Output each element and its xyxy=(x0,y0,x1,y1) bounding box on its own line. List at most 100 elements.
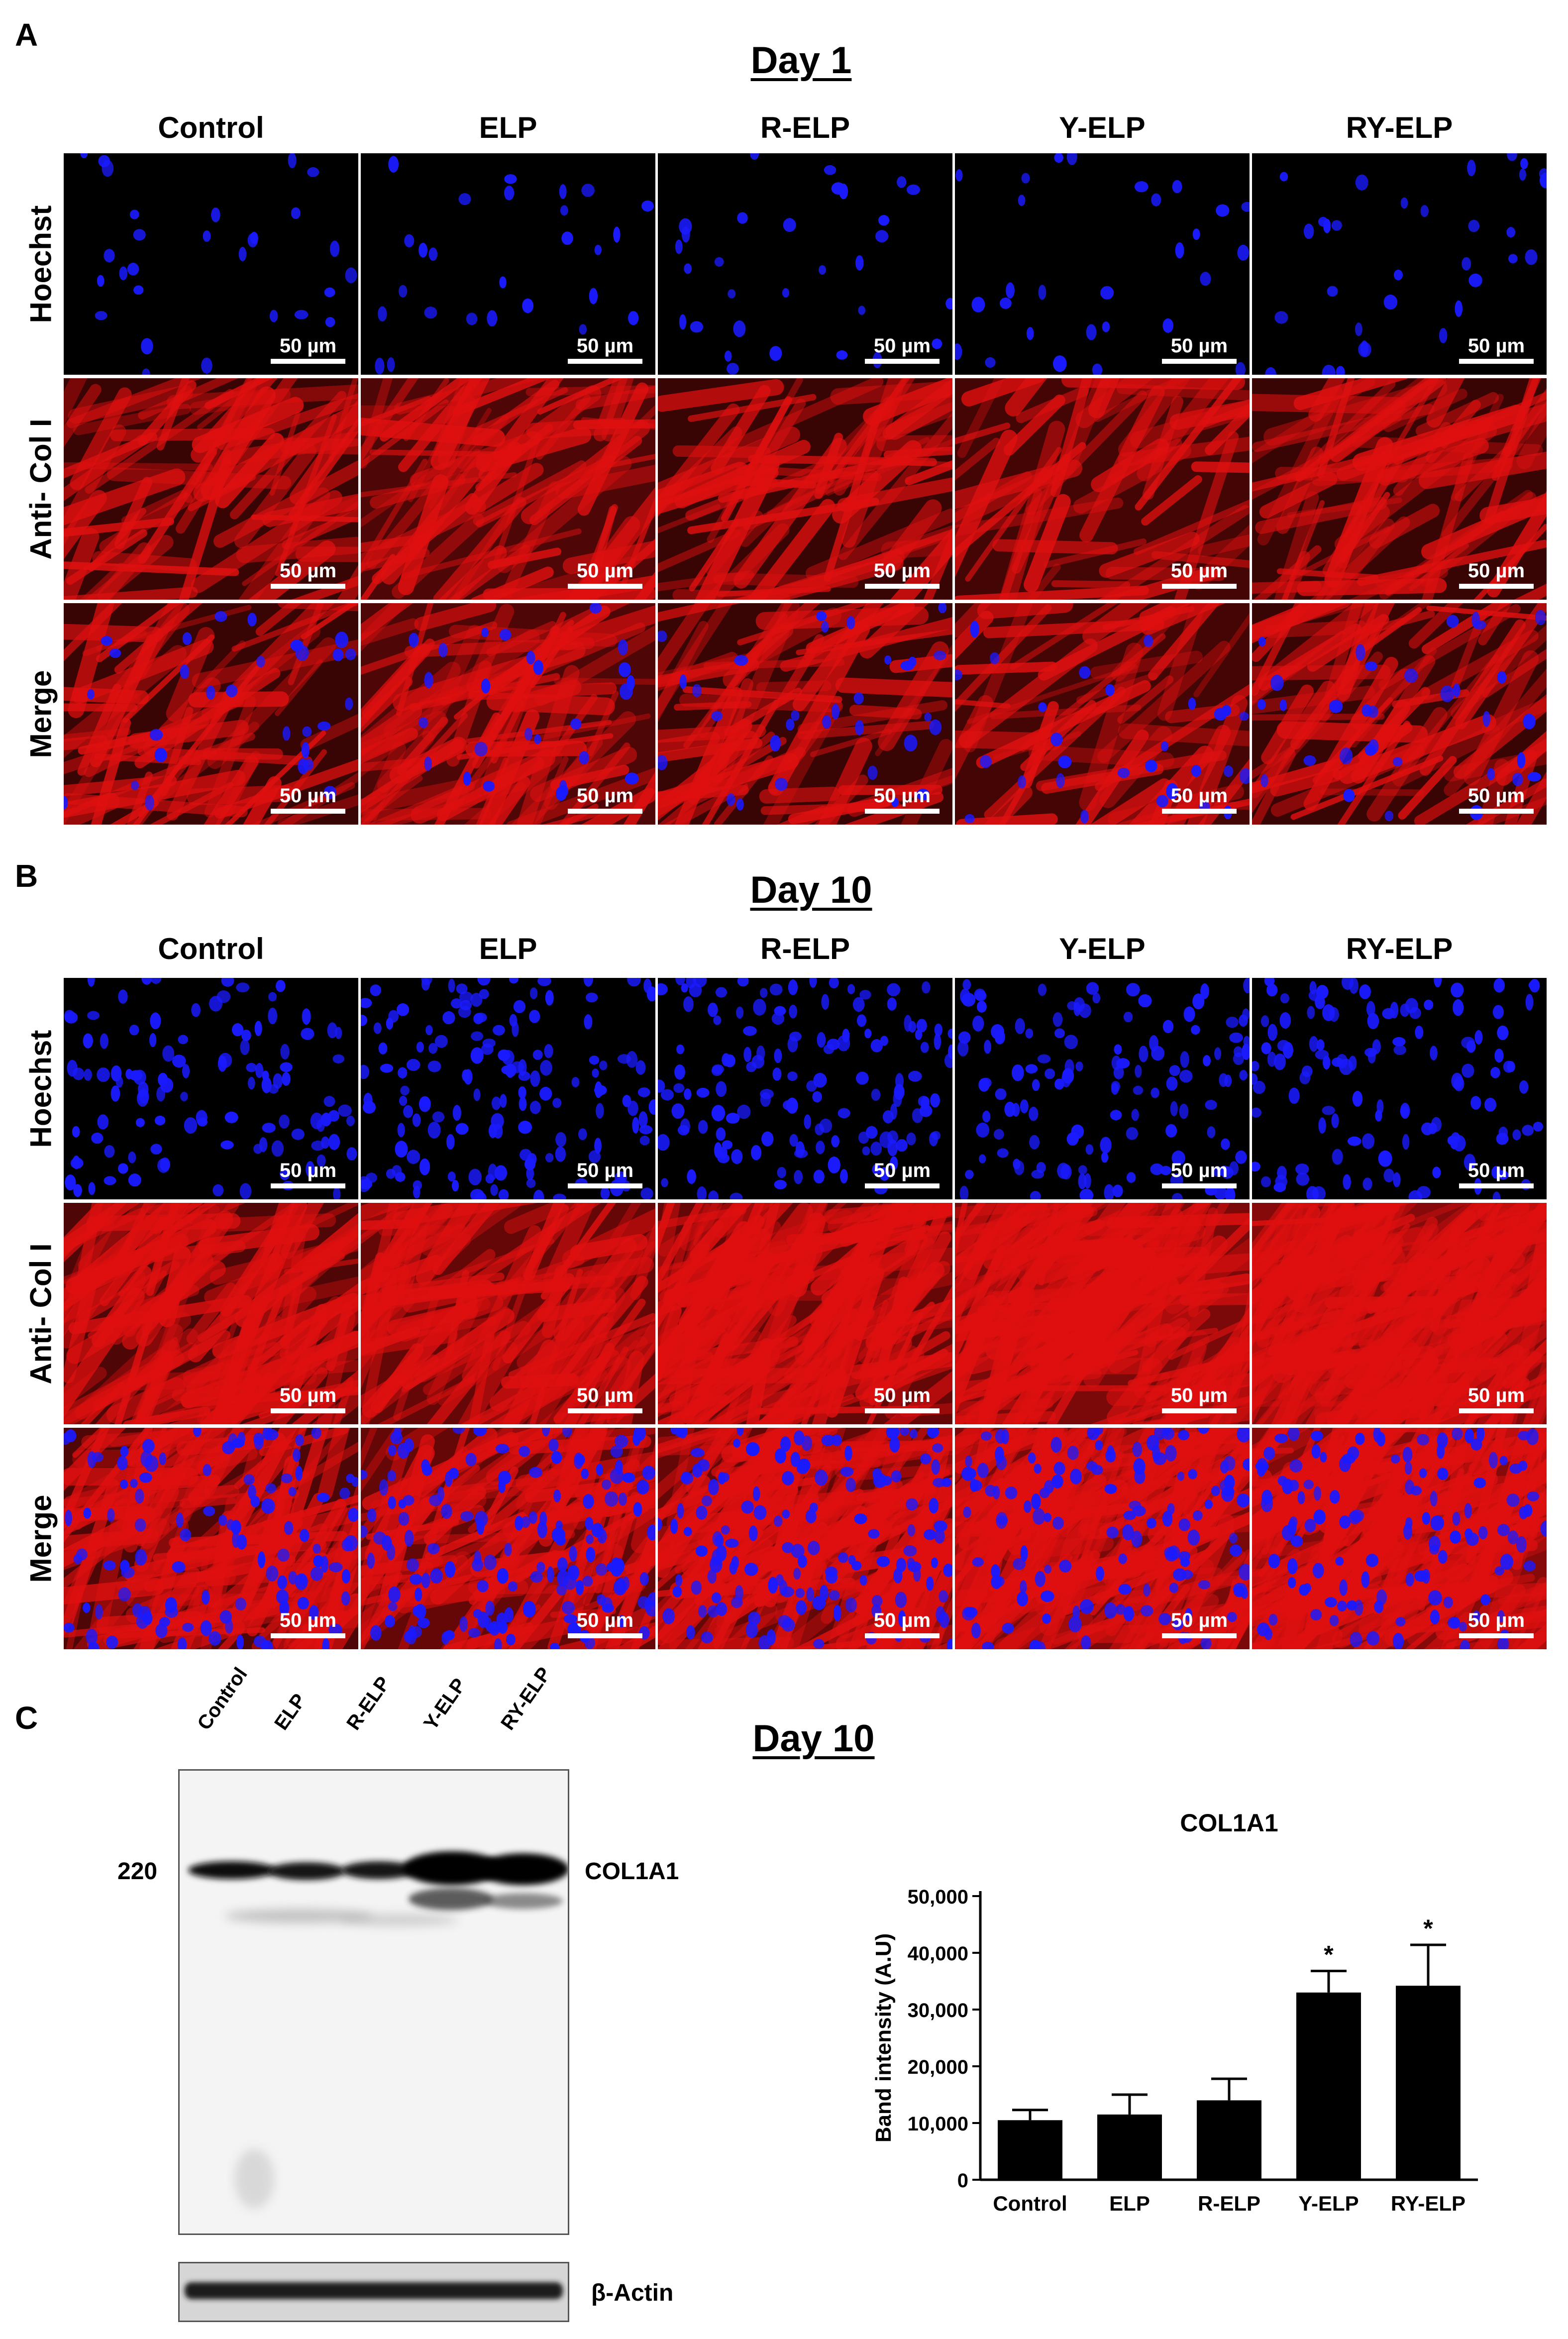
scale-bar: 50 µm xyxy=(1162,1385,1237,1413)
x-tick-label-control: Control xyxy=(993,2192,1067,2215)
scale-bar: 50 µm xyxy=(1459,561,1534,589)
micrograph-anti-col-i-control: 50 µm xyxy=(64,1203,358,1424)
micrograph-merge-elp: 50 µm xyxy=(361,603,655,825)
blot-band-ry-elp xyxy=(477,1853,568,1885)
scale-bar-label: 50 µm xyxy=(271,1161,345,1180)
scale-bar-label: 50 µm xyxy=(568,1610,642,1630)
micrograph-anti-col-i-control: 50 µm xyxy=(64,378,358,600)
column-header-r-elp: R-ELP xyxy=(760,110,850,145)
bar-elp xyxy=(1097,2115,1162,2180)
scale-bar: 50 µm xyxy=(1459,1161,1534,1188)
row-label-merge: Merge xyxy=(24,1494,58,1583)
y-tick-label: 30,000 xyxy=(908,2000,968,2021)
scale-bar-line xyxy=(271,584,345,589)
y-tick-label: 40,000 xyxy=(908,1943,968,1965)
micrograph-merge-ry-elp: 50 µm xyxy=(1252,603,1547,825)
scale-bar-line xyxy=(1162,1408,1237,1413)
scale-bar-line xyxy=(1459,1633,1534,1638)
row-label-hoechst: Hoechst xyxy=(24,1030,58,1148)
scale-bar-line xyxy=(1162,1633,1237,1638)
y-tick-label: 10,000 xyxy=(908,2113,968,2135)
panel-letter-c: C xyxy=(15,1702,38,1734)
micrograph-hoechst-r-elp: 50 µm xyxy=(658,978,952,1199)
scale-bar: 50 µm xyxy=(271,786,345,814)
scale-bar-line xyxy=(1459,1183,1534,1188)
column-header-ry-elp: RY-ELP xyxy=(1346,932,1453,966)
scale-bar-line xyxy=(568,1183,642,1188)
panel-a-title: Day 1 xyxy=(751,39,852,82)
column-header-r-elp: R-ELP xyxy=(760,932,850,966)
scale-bar-label: 50 µm xyxy=(568,336,642,356)
scale-bar: 50 µm xyxy=(271,1385,345,1413)
scale-bar: 50 µm xyxy=(865,1161,940,1188)
scale-bar-line xyxy=(271,359,345,364)
micrograph-hoechst-elp: 50 µm xyxy=(361,153,655,375)
scale-bar: 50 µm xyxy=(568,1385,642,1413)
significance-marker-ry-elp: * xyxy=(1423,1914,1433,1942)
scale-bar-label: 50 µm xyxy=(865,786,940,806)
scale-bar-line xyxy=(1459,1408,1534,1413)
micrograph-anti-col-i-elp: 50 µm xyxy=(361,378,655,600)
blot-smear xyxy=(234,2149,274,2209)
scale-bar-line xyxy=(1459,359,1534,364)
blot-lane-label-elp: ELP xyxy=(270,1690,311,1734)
scale-bar: 50 µm xyxy=(865,786,940,814)
scale-bar: 50 µm xyxy=(568,336,642,364)
x-tick-label-y-elp: Y-ELP xyxy=(1298,2192,1359,2215)
scale-bar: 50 µm xyxy=(1162,1610,1237,1638)
scale-bar-label: 50 µm xyxy=(1162,1385,1237,1405)
panel-letter-b: B xyxy=(15,860,38,892)
significance-marker-y-elp: * xyxy=(1324,1940,1334,1968)
column-header-y-elp: Y-ELP xyxy=(1059,110,1145,145)
scale-bar: 50 µm xyxy=(1459,336,1534,364)
micrograph-anti-col-i-r-elp: 50 µm xyxy=(658,1203,952,1424)
scale-bar-label: 50 µm xyxy=(271,1385,345,1405)
scale-bar-line xyxy=(568,359,642,364)
micrograph-merge-ry-elp: 50 µm xyxy=(1252,1428,1547,1649)
column-header-elp: ELP xyxy=(479,932,537,966)
scale-bar-line xyxy=(271,1408,345,1413)
scale-bar-label: 50 µm xyxy=(568,1385,642,1405)
column-header-control: Control xyxy=(158,110,264,145)
scale-bar-label: 50 µm xyxy=(1459,336,1534,356)
panel-b-title: Day 10 xyxy=(750,868,872,912)
scale-bar-label: 50 µm xyxy=(1459,561,1534,581)
scale-bar-line xyxy=(865,584,940,589)
panel-letter-a: A xyxy=(15,19,38,51)
chart-title: COL1A1 xyxy=(1180,1809,1278,1837)
scale-bar: 50 µm xyxy=(865,1385,940,1413)
scale-bar-label: 50 µm xyxy=(865,1610,940,1630)
scale-bar-line xyxy=(1459,584,1534,589)
scale-bar: 50 µm xyxy=(568,1161,642,1188)
scale-bar-line xyxy=(271,1633,345,1638)
scale-bar-label: 50 µm xyxy=(568,561,642,581)
scale-bar-label: 50 µm xyxy=(1459,786,1534,806)
col1a1-bar-chart: COL1A1010,00020,00030,00040,00050,000Ban… xyxy=(846,1792,1543,2339)
blot-lower-band xyxy=(409,1888,493,1910)
blot-band-label: COL1A1 xyxy=(585,1858,679,1885)
micrograph-anti-col-i-ry-elp: 50 µm xyxy=(1252,1203,1547,1424)
micrograph-hoechst-r-elp: 50 µm xyxy=(658,153,952,375)
scale-bar-label: 50 µm xyxy=(1162,786,1237,806)
y-tick-label: 20,000 xyxy=(908,2056,968,2078)
actin-band xyxy=(185,2282,563,2299)
scale-bar: 50 µm xyxy=(1459,1385,1534,1413)
scale-bar: 50 µm xyxy=(271,336,345,364)
actin-bands xyxy=(180,2263,568,2321)
scale-bar-label: 50 µm xyxy=(1162,1161,1237,1180)
scale-bar-line xyxy=(1162,359,1237,364)
micrograph-merge-control: 50 µm xyxy=(64,603,358,825)
scale-bar-label: 50 µm xyxy=(1162,561,1237,581)
row-label-anti-col-i: Anti- Col I xyxy=(24,419,58,559)
micrograph-hoechst-ry-elp: 50 µm xyxy=(1252,978,1547,1199)
micrograph-hoechst-y-elp: 50 µm xyxy=(955,978,1250,1199)
scale-bar-line xyxy=(568,1408,642,1413)
scale-bar-line xyxy=(865,809,940,814)
micrograph-merge-y-elp: 50 µm xyxy=(955,603,1250,825)
blot-bands xyxy=(180,1771,568,2233)
micrograph-anti-col-i-y-elp: 50 µm xyxy=(955,1203,1250,1424)
scale-bar-line xyxy=(1162,1183,1237,1188)
column-header-ry-elp: RY-ELP xyxy=(1346,110,1453,145)
blot-lane-label-r-elp: R-ELP xyxy=(342,1673,395,1734)
blot-lower-band xyxy=(483,1893,563,1909)
